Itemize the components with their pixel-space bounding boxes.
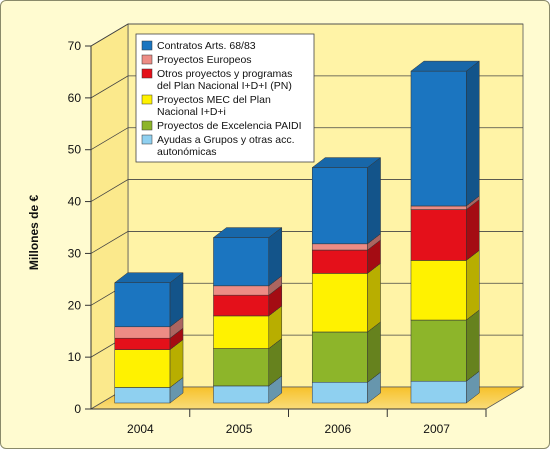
- bar-segment: [410, 249, 481, 321]
- bar-segment: [113, 272, 184, 328]
- x-tick-label: 2005: [226, 422, 253, 436]
- bar-segment-front: [311, 243, 368, 251]
- gridline: [90, 179, 523, 202]
- bar-segment-side: [367, 262, 381, 333]
- legend-swatch: [141, 120, 153, 131]
- legend-swatch: [141, 94, 153, 105]
- x-tick-label: 2004: [127, 422, 154, 436]
- bar-segment-front: [114, 387, 171, 404]
- bar-segment: [311, 262, 382, 333]
- bar-segment-front: [311, 167, 368, 245]
- bar-segment-top: [113, 272, 184, 283]
- bar-segment-front: [213, 285, 270, 296]
- y-tick-label: 10: [68, 350, 82, 364]
- bar-segment-side: [466, 309, 480, 382]
- bar-segment-top: [410, 60, 481, 72]
- bar-segment-front: [311, 382, 368, 404]
- gridline: [90, 23, 523, 47]
- bar-segment-front: [114, 337, 171, 350]
- legend-swatch: [141, 40, 153, 51]
- y-tick-label: 20: [68, 298, 82, 312]
- legend-label: Ayudas a Grupos y otras acc.: [157, 134, 295, 146]
- bar-segment-front: [410, 70, 467, 207]
- legend-entry: Ayudas a Grupos y otras acc.autonómicas: [141, 134, 295, 158]
- legend-entry: Contratos Arts. 68/83: [141, 40, 256, 52]
- bar-segment-top: [311, 157, 382, 168]
- legend-entry: Proyectos Europeos: [141, 54, 252, 66]
- bar-segment-front: [114, 326, 171, 339]
- legend-swatch: [141, 68, 153, 79]
- y-tick-label: 30: [68, 246, 82, 260]
- bar-segment-front: [410, 319, 467, 382]
- bar-segment-front: [311, 249, 368, 274]
- gridline: [90, 127, 523, 151]
- bar-segment: [410, 309, 481, 382]
- legend-label: Proyectos MEC del Plan: [157, 94, 271, 106]
- legend-label: autonómicas: [157, 146, 217, 158]
- bar-segment: [311, 157, 382, 245]
- bar-segment: [212, 305, 283, 350]
- gridline: [90, 231, 523, 254]
- y-tick-label: 0: [74, 402, 81, 416]
- y-tick-label: 70: [68, 39, 82, 53]
- y-tick-label: 50: [68, 143, 82, 157]
- bar-segment-front: [213, 385, 270, 404]
- legend-label: Contratos Arts. 68/83: [157, 40, 256, 52]
- bar-segment-front: [213, 348, 270, 387]
- x-tick-label: 2007: [423, 422, 450, 436]
- bar-segment-front: [410, 260, 467, 321]
- bar-segment: [212, 227, 283, 287]
- legend-swatch: [141, 134, 153, 145]
- legend-box: [135, 33, 315, 163]
- bar-segment: [410, 60, 481, 207]
- legend-label: del Plan Nacional I+D+I (PN): [157, 80, 292, 92]
- bar-segment-front: [311, 273, 368, 333]
- legend-label: Nacional I+D+i: [157, 106, 226, 118]
- bar-segment-front: [213, 315, 270, 349]
- bar-segment-front: [410, 380, 467, 404]
- bar-segment-front: [311, 331, 368, 383]
- legend-label: Otros proyectos y programas: [157, 68, 292, 80]
- bar-segment-front: [114, 282, 171, 328]
- bar-segment-side: [367, 157, 381, 245]
- x-tick-label: 2006: [325, 422, 352, 436]
- bar-segment-front: [410, 205, 467, 210]
- bar-segment-front: [213, 237, 270, 287]
- bar-segment-side: [466, 199, 480, 261]
- legend-entry: Proyectos de Excelencia PAIDI: [141, 120, 302, 132]
- bar-segment-front: [114, 349, 171, 388]
- legend-label: Proyectos de Excelencia PAIDI: [157, 120, 302, 132]
- bar-segment-side: [466, 60, 480, 207]
- y-axis-label: Millones de €: [27, 195, 41, 271]
- gridline: [90, 75, 523, 99]
- legend-label: Proyectos Europeos: [157, 54, 252, 66]
- bar-segment-front: [410, 209, 467, 261]
- bar-segment-side: [367, 321, 381, 383]
- legend-swatch: [141, 54, 153, 65]
- bar-segment-side: [466, 249, 480, 321]
- y-tick-label: 60: [68, 91, 82, 105]
- y-tick-label: 40: [68, 195, 82, 209]
- bar-segment-front: [213, 294, 270, 317]
- bar-segment-top: [212, 227, 283, 238]
